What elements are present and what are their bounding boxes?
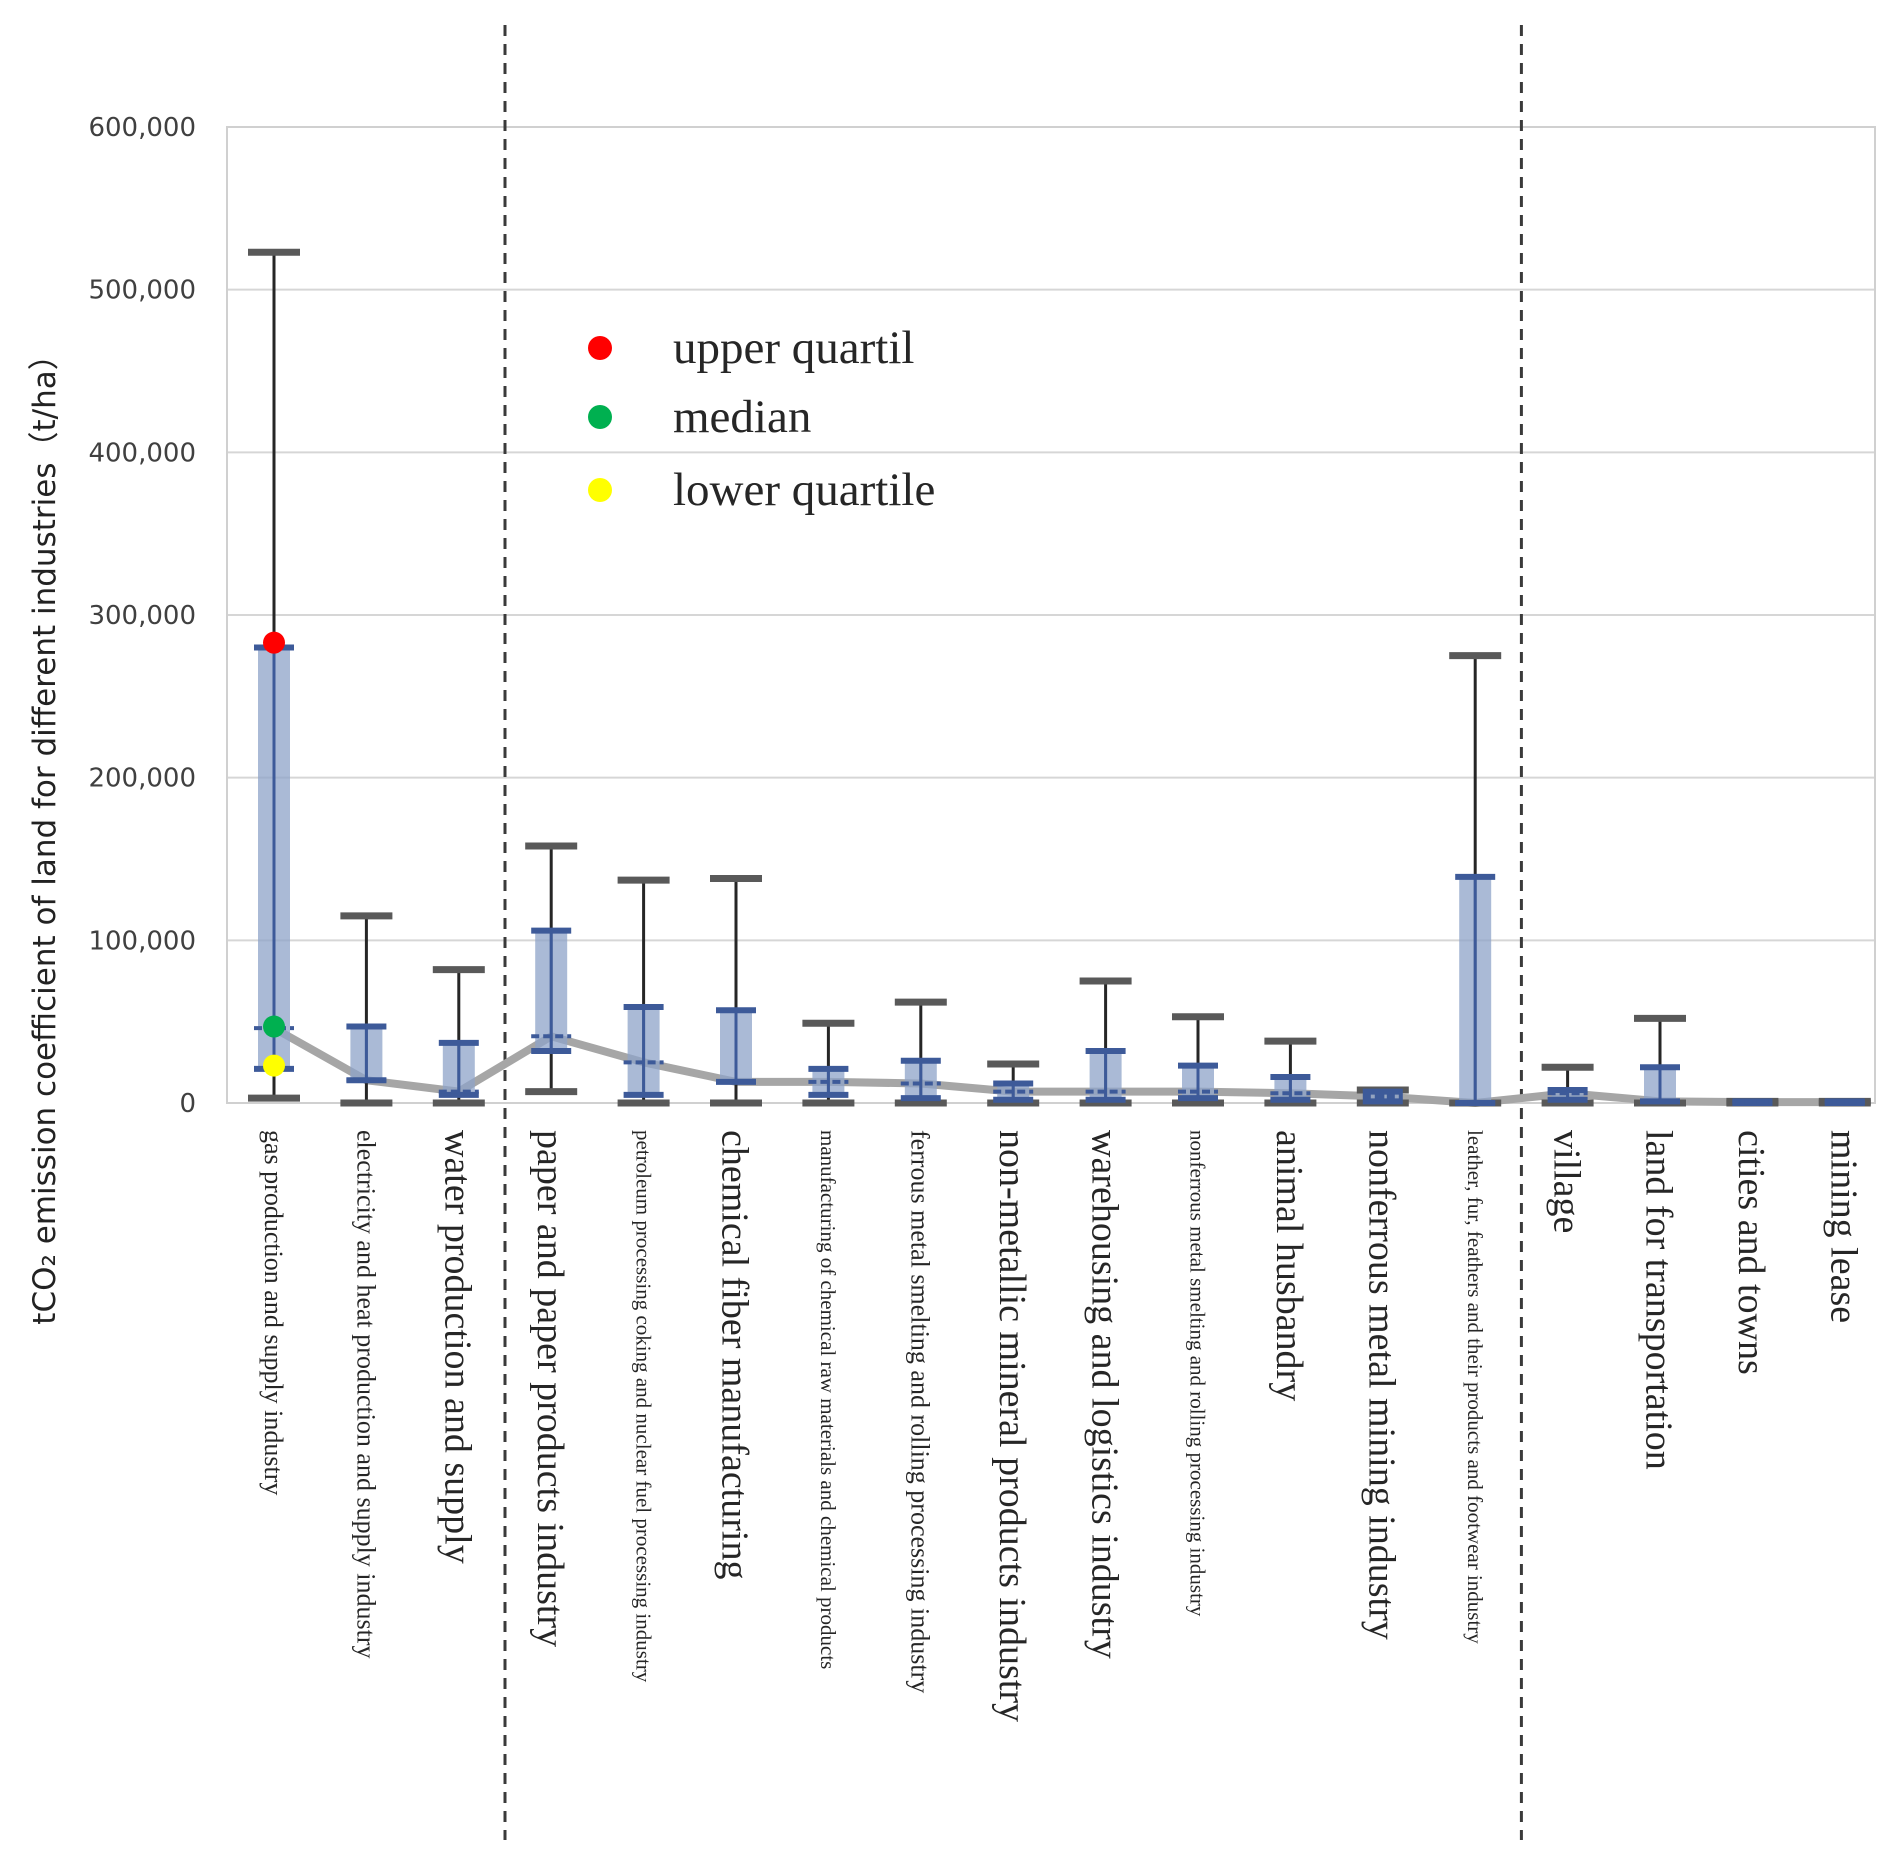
x-category-label: non-metallic mineral products industry xyxy=(991,1130,1033,1722)
x-category-label: gas production and supply industry xyxy=(259,1130,288,1495)
x-category-label: mining lease xyxy=(1823,1130,1865,1323)
x-category-label: ferrous metal smelting and rolling proce… xyxy=(906,1130,935,1693)
category-box xyxy=(1449,652,1502,1107)
x-category-label: water production and supply xyxy=(437,1130,479,1564)
plot-frame xyxy=(226,126,1876,1104)
y-tick-label: 600,000 xyxy=(88,113,196,143)
y-tick-label: 400,000 xyxy=(88,438,196,468)
x-category-label: village xyxy=(1545,1130,1587,1233)
x-category-label: paper and paper products industry xyxy=(529,1130,571,1647)
category-box xyxy=(248,248,300,1102)
category-box xyxy=(802,1019,855,1107)
x-category-label: nonferrous metal mining industry xyxy=(1361,1130,1403,1640)
category-box xyxy=(1541,1063,1594,1107)
upper-quartile-marker xyxy=(263,631,285,654)
x-category-label: animal husbandry xyxy=(1268,1130,1310,1401)
legend-label: median xyxy=(673,391,811,443)
category-box xyxy=(1172,1013,1224,1107)
x-category-label: warehousing and logistics industry xyxy=(1083,1130,1125,1659)
category-box xyxy=(1264,1037,1317,1107)
median-trend xyxy=(270,1024,1849,1107)
category-box xyxy=(1726,1097,1779,1107)
y-axis: 0 100,000 200,000 300,000 400,000 500,000 600,… xyxy=(88,113,196,1119)
category-box xyxy=(1818,1097,1871,1107)
category-box xyxy=(1634,1014,1686,1107)
x-category-label: nonferrous metal smelting and rolling pr… xyxy=(1186,1130,1210,1617)
legend-item: upper quartil xyxy=(588,322,914,374)
x-category-label: cities and towns xyxy=(1730,1130,1772,1375)
y-tick-label: 200,000 xyxy=(88,764,196,794)
x-category-label: chemical fiber manufacturing xyxy=(714,1130,756,1579)
category-box xyxy=(987,1060,1040,1107)
median-trend-line xyxy=(270,1024,1849,1107)
legend-marker xyxy=(588,405,612,429)
x-category-label: land for transportation xyxy=(1638,1130,1680,1470)
legend-label: lower quartile xyxy=(673,464,935,516)
legend-item: median xyxy=(588,391,811,443)
legend: upper quartil median lower quartile xyxy=(588,322,935,516)
x-category-label: electricity and heat production and supp… xyxy=(351,1130,380,1659)
category-box xyxy=(1079,977,1132,1107)
x-axis-labels: gas production and supply industry electr… xyxy=(259,1130,1865,1722)
x-category-label: manufacturing of chemical raw materials … xyxy=(816,1130,840,1669)
category-box xyxy=(1356,1086,1409,1107)
gridlines xyxy=(227,126,1875,942)
lower-quartile-marker xyxy=(263,1054,285,1077)
x-category-label: leather, fur, feathers and their product… xyxy=(1463,1130,1487,1644)
legend-label: upper quartil xyxy=(673,322,914,374)
x-category-label: petroleum processing coking and nuclear … xyxy=(631,1130,655,1683)
highlight-markers xyxy=(263,631,285,1077)
legend-marker xyxy=(588,478,612,502)
legend-marker xyxy=(588,336,612,360)
median-marker xyxy=(263,1015,285,1038)
box-series xyxy=(248,248,1871,1107)
y-tick-label: 300,000 xyxy=(88,601,196,631)
category-box xyxy=(525,842,578,1096)
category-box xyxy=(894,998,947,1107)
category-box xyxy=(432,966,485,1107)
category-box xyxy=(340,912,393,1107)
category-box xyxy=(710,875,762,1107)
y-tick-label: 500,000 xyxy=(88,276,196,306)
y-tick-label: 0 xyxy=(179,1089,196,1119)
y-tick-label: 100,000 xyxy=(88,926,196,956)
category-box xyxy=(617,876,670,1107)
legend-item: lower quartile xyxy=(588,464,935,516)
y-axis-title: tCO₂ emission coefficient of land for di… xyxy=(27,339,63,1324)
